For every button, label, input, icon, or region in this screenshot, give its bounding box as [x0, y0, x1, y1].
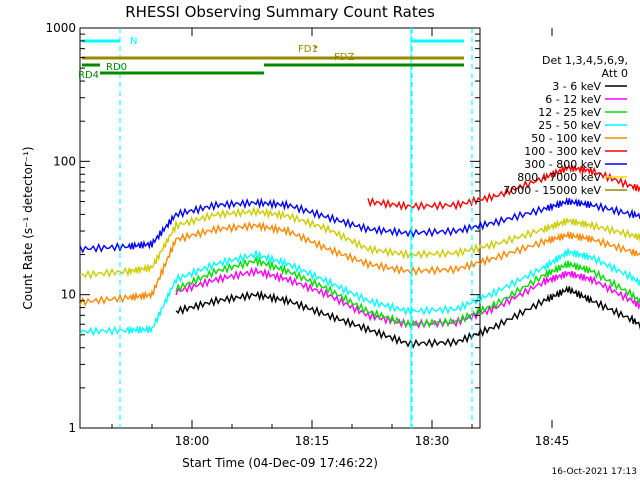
- legend-label-1: 6 - 12 keV: [545, 93, 601, 106]
- series-line-0: [175, 285, 640, 349]
- y-tick-label-2: 100: [53, 154, 76, 168]
- x-tick-label-3: 18:45: [535, 434, 570, 448]
- legend-label-7: 800 - 7000 keV: [517, 171, 601, 184]
- legend-label-0: 3 - 6 keV: [552, 80, 601, 93]
- legend-label-2: 12 - 25 keV: [538, 106, 601, 119]
- annotation-layer: N FD1 FDZ RD0 RD4: [78, 28, 473, 428]
- x-tick-label-0: 18:00: [175, 434, 210, 448]
- fd-marker: [314, 45, 318, 49]
- legend-label-3: 25 - 50 keV: [538, 119, 601, 132]
- series-line-5: [79, 206, 640, 280]
- legend-label-6: 300 - 800 keV: [524, 158, 601, 171]
- timestamp: 16-Oct-2021 17:13: [552, 467, 637, 477]
- annotation-label-4: RD4: [78, 70, 99, 81]
- chart-title: RHESSI Observing Summary Count Rates: [125, 3, 435, 21]
- legend-header-0: Det 1,3,4,5,6,9,: [542, 54, 628, 67]
- series-line-7: [367, 163, 640, 212]
- legend-label-5: 100 - 300 keV: [524, 145, 601, 158]
- annotation-label-3: RD0: [106, 62, 127, 73]
- legend-label-8: 7000 - 15000 keV: [503, 184, 601, 197]
- annotation-label-0: N: [130, 36, 137, 47]
- annotation-label-1: FD1: [298, 44, 318, 55]
- series-line-2: [175, 255, 640, 330]
- plot-area: [79, 27, 481, 429]
- y-tick-label-1: 10: [61, 288, 76, 302]
- series-line-1: [175, 266, 640, 329]
- x-tick-label-2: 18:30: [415, 434, 450, 448]
- legend-label-4: 50 - 100 keV: [531, 132, 601, 145]
- x-axis-label: Start Time (04-Dec-09 17:46:22): [182, 456, 378, 470]
- y-tick-label-0: 1: [68, 421, 76, 435]
- series-line-3: [79, 248, 640, 337]
- y-axis-label: Count Rate (s⁻¹ detector⁻¹): [21, 146, 35, 309]
- series-layer: [79, 163, 640, 349]
- series-line-4: [79, 220, 640, 307]
- annotation-label-2: FDZ: [334, 52, 354, 63]
- legend-header-1: Att 0: [602, 67, 628, 80]
- y-tick-label-3: 1000: [45, 21, 76, 35]
- series-line-6: [79, 196, 640, 254]
- x-tick-label-1: 18:15: [295, 434, 330, 448]
